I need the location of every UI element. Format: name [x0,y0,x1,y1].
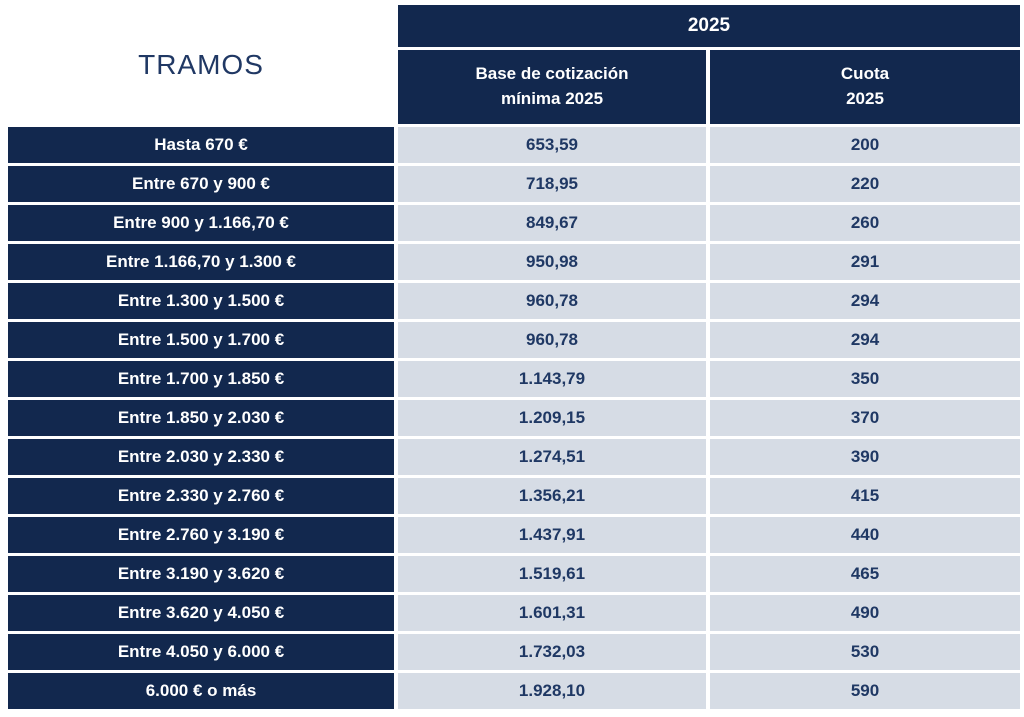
cuota-cell: 415 [710,478,1020,514]
base-cell: 1.519,61 [398,556,706,592]
tramo-cell: Entre 2.330 y 2.760 € [8,478,394,514]
tramo-cell: Hasta 670 € [8,127,394,163]
cuota-cell: 370 [710,400,1020,436]
column-header-cuota-line1: Cuota [840,64,890,84]
cuota-cell: 260 [710,205,1020,241]
column-header-cuota-line2: 2025 [846,89,884,108]
column-header-base: Base de cotización mínima 2025 [398,50,706,124]
base-cell: 849,67 [398,205,706,241]
tramo-cell: Entre 1.500 y 1.700 € [8,322,394,358]
tramo-cell: Entre 3.190 y 3.620 € [8,556,394,592]
tramo-cell: Entre 2.030 y 2.330 € [8,439,394,475]
cuota-cell: 350 [710,361,1020,397]
base-cell: 960,78 [398,322,706,358]
cuota-cell: 530 [710,634,1020,670]
cuota-cell: 440 [710,517,1020,553]
year-header: 2025 [398,5,1020,47]
tramos-table: TRAMOS 2025 Base de cotización mínima 20… [8,5,1020,709]
cuota-cell: 220 [710,166,1020,202]
cuota-cell: 590 [710,673,1020,709]
base-cell: 1.356,21 [398,478,706,514]
base-cell: 960,78 [398,283,706,319]
table-title: TRAMOS [8,5,394,124]
base-cell: 653,59 [398,127,706,163]
base-cell: 718,95 [398,166,706,202]
base-cell: 1.928,10 [398,673,706,709]
cuota-cell: 490 [710,595,1020,631]
tramo-cell: Entre 2.760 y 3.190 € [8,517,394,553]
base-cell: 1.601,31 [398,595,706,631]
tramo-cell: Entre 1.850 y 2.030 € [8,400,394,436]
cuota-cell: 291 [710,244,1020,280]
cuota-cell: 294 [710,283,1020,319]
cuota-cell: 390 [710,439,1020,475]
column-header-base-line1: Base de cotización [475,64,629,84]
tramo-cell: Entre 3.620 y 4.050 € [8,595,394,631]
tramo-cell: Entre 670 y 900 € [8,166,394,202]
cuota-cell: 294 [710,322,1020,358]
base-cell: 950,98 [398,244,706,280]
cuota-cell: 200 [710,127,1020,163]
tramo-cell: Entre 1.300 y 1.500 € [8,283,394,319]
base-cell: 1.209,15 [398,400,706,436]
column-header-base-line2: mínima 2025 [500,89,604,108]
base-cell: 1.437,91 [398,517,706,553]
base-cell: 1.274,51 [398,439,706,475]
tramo-cell: 6.000 € o más [8,673,394,709]
tramo-cell: Entre 4.050 y 6.000 € [8,634,394,670]
tramo-cell: Entre 1.700 y 1.850 € [8,361,394,397]
cuota-cell: 465 [710,556,1020,592]
base-cell: 1.143,79 [398,361,706,397]
column-header-cuota: Cuota 2025 [710,50,1020,124]
tramo-cell: Entre 1.166,70 y 1.300 € [8,244,394,280]
base-cell: 1.732,03 [398,634,706,670]
tramo-cell: Entre 900 y 1.166,70 € [8,205,394,241]
